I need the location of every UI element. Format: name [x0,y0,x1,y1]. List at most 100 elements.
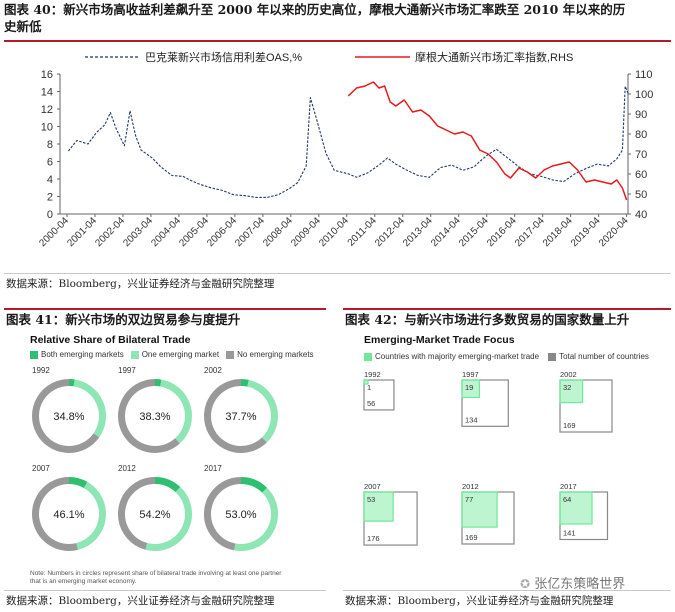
donut-slice-both [68,477,88,489]
x-tick-label: 2005-04 [177,215,211,249]
y-tick-label: 4 [47,174,53,186]
watermark-text: 张亿东策略世界 [534,577,626,592]
x-tick-label: 2015-04 [457,215,491,249]
x-tick-label: 2013-04 [401,215,435,249]
legend-label-one: One emerging market [141,350,220,359]
square-majority-value: 77 [465,495,473,504]
fig42-panel-title: Emerging-Market Trade Focus [364,334,515,346]
donut-slice-none [32,477,78,551]
y-tick-label: 8 [47,139,53,151]
square-total-value: 176 [367,534,380,543]
donut-slice-one [145,487,192,551]
legend-swatch-total [548,352,557,361]
donut-slice-one [73,379,106,438]
x-tick-label: 2009-04 [289,215,323,249]
x-tick-label: 2016-04 [485,215,519,249]
fig41-source: 数据来源：Bloomberg，兴业证券经济与金融研究院整理 [6,595,275,607]
donut-year-label: 2007 [32,464,50,473]
square-majority-value: 32 [563,383,571,392]
donut-center-label: 37.7% [225,411,256,423]
legend-label-fx: 摩根大通新兴市场汇率指数,RHS [415,50,573,64]
fig42-top-rule [343,308,671,310]
fig42-nested-squares: 1992 1 56 1997 19 134 2002 32 169 2007 53 176 2012 77… [363,370,613,546]
fig42-source: 数据来源：Bloomberg，兴业证券经济与金融研究院整理 [345,595,614,607]
square-total [461,379,509,427]
square-majority-value: 64 [563,495,571,504]
x-tick-label: 2008-04 [261,215,295,249]
x-tick-label: 2012-04 [373,215,407,249]
square-total [363,379,395,411]
legend-label-none: No emerging markets [237,350,314,359]
x-tick-label: 2003-04 [121,215,155,249]
legend-swatch-one [130,350,139,359]
donut-year-label: 1997 [118,366,136,375]
x-tick-label: 2018-04 [541,215,575,249]
fig42-legend: Countries with majority emerging-market … [364,352,649,361]
square-majority [559,379,584,404]
donut-slice-none [118,379,180,453]
legend-label-both: Both emerging markets [41,350,124,359]
donut-center-label: 46.1% [53,509,84,521]
square-total-value: 134 [465,415,478,424]
donut-slice-none [32,379,100,453]
donut-year-label: 2002 [204,366,222,375]
donut-slice-both [154,477,181,493]
wechat-icon: ✪ [520,577,531,591]
y-tick-label: 6 [47,157,53,169]
fig40-top-rule [4,40,671,42]
y2-tick-label: 50 [635,189,647,201]
square-year-label: 1992 [364,370,381,379]
y-tick-label: 16 [41,69,53,81]
square-majority [559,491,593,525]
x-tick-label: 2019-04 [569,215,603,249]
y-tick-label: 12 [41,104,53,116]
fig41-note: Note: Numbers in circles represent share… [30,570,281,586]
fig41-top-rule [4,308,326,310]
donut-slice-both [240,378,249,387]
square-majority [461,379,481,399]
fig40-bottom-rule [4,273,671,274]
donut-year-label: 2012 [118,464,136,473]
donut-slice-one [247,379,278,443]
y2-tick-label: 70 [635,149,647,161]
donut-slice-both [154,379,162,387]
series-line-spread [67,85,629,198]
donut-slice-one [160,379,192,444]
square-total-value: 141 [563,528,576,537]
legend-swatch-none [226,350,235,359]
y-tick-label: 2 [47,192,53,204]
square-total-value: 169 [465,533,478,542]
x-tick-label: 2020-04 [597,215,631,249]
fig40-line-chart: 巴克莱新兴市场信用利差OAS,% 摩根大通新兴市场汇率指数,RHS 0 2 4 6 8 10 1… [37,50,653,249]
fig40-title-line1: 图表 40：新兴市场高收益利差飙升至 2000 年以来的历史高位，摩根大通新兴市… [4,2,626,17]
donut-center-label: 53.0% [225,509,256,521]
y2-tick-label: 90 [635,109,647,121]
legend-swatch-both [30,350,38,359]
donut-year-label: 2017 [204,464,222,473]
fig41-note-line2: that is an emerging market economy. [30,578,137,585]
y2-tick-label: 110 [635,69,653,81]
fig40-source: 数据来源：Bloomberg，兴业证券经济与金融研究院整理 [6,278,275,290]
fig41-bottom-rule [4,590,326,591]
fig41-donut-charts: 1992 34.8% 1997 38.3% 2002 37.7% 2007 46.1% 2012… [32,366,278,551]
x-tick-label: 2006-04 [205,215,239,249]
donut-slice-none [203,477,242,551]
donut-center-label: 38.3% [139,411,170,423]
y-tick-label: 14 [41,87,53,99]
fig40-title-line2: 史新低 [4,19,42,34]
y2-tick-label: 40 [635,209,647,221]
x-tick-label: 2001-04 [65,215,99,249]
y-tick-label: 0 [47,209,53,221]
donut-slice-both [240,477,268,493]
square-majority [461,491,498,528]
fig42-title: 图表 42：与新兴市场进行多数贸易的国家数量上升 [345,312,630,327]
fig41-title: 图表 41：新兴市场的双边贸易参与度提升 [6,312,241,327]
square-year-label: 2017 [560,482,577,491]
square-year-label: 2007 [364,482,381,491]
x-tick-label: 2014-04 [429,215,463,249]
watermark: ✪ 张亿东策略世界 [520,573,625,592]
square-year-label: 2012 [462,482,479,491]
square-total-value: 169 [563,421,576,430]
fig41-legend: Both emerging markets One emerging marke… [30,350,314,359]
x-tick-label: 2010-04 [317,215,351,249]
